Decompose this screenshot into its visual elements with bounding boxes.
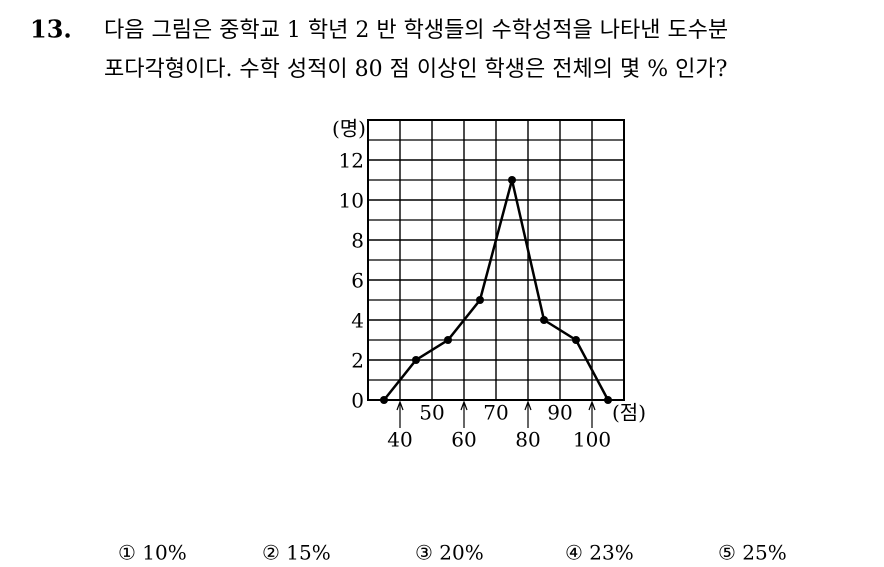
question-line: 포다각형이다. 수학 성적이 80 점 이상인 학생은 전체의 몇 % 인가? [104,57,727,82]
arrow-head [396,400,404,411]
x-tick-label: 100 [573,428,611,452]
point [540,316,548,324]
point [412,356,420,364]
y-tick-label: 2 [351,349,364,373]
plot-frame [367,119,625,401]
arrow-head [588,400,596,411]
point [572,336,580,344]
question-number: 13. [30,15,72,44]
point [604,396,612,404]
x-tick-label: 90 [547,401,572,425]
option: ① 10% [118,541,187,565]
arrow-head [524,400,532,411]
y-tick-label: 0 [351,389,364,413]
x-tick-label: 60 [451,428,476,452]
y-tick-label: 6 [351,269,364,293]
y-tick-label: 4 [351,309,364,333]
point [380,396,388,404]
y-tick-label: 12 [339,149,364,173]
y-axis-label: (명) [332,117,366,141]
x-tick-label: 40 [387,428,412,452]
arrow-head [460,400,468,411]
point [444,336,452,344]
option: ⑤ 25% [718,541,787,565]
question-line: 다음 그림은 중학교 1 학년 2 반 학생들의 수학성적을 나타낸 도수분 [104,18,728,43]
x-axis-label: (점) [612,401,646,425]
x-tick-label: 70 [483,401,508,425]
point [508,176,516,184]
y-tick-label: 8 [351,229,364,253]
option: ③ 20% [415,541,484,565]
x-tick-label: 80 [515,428,540,452]
point [476,296,484,304]
polygon-line [383,179,610,401]
x-tick-label: 50 [419,401,444,425]
y-tick-label: 10 [339,189,364,213]
option: ② 15% [262,541,331,565]
option: ④ 23% [565,541,634,565]
